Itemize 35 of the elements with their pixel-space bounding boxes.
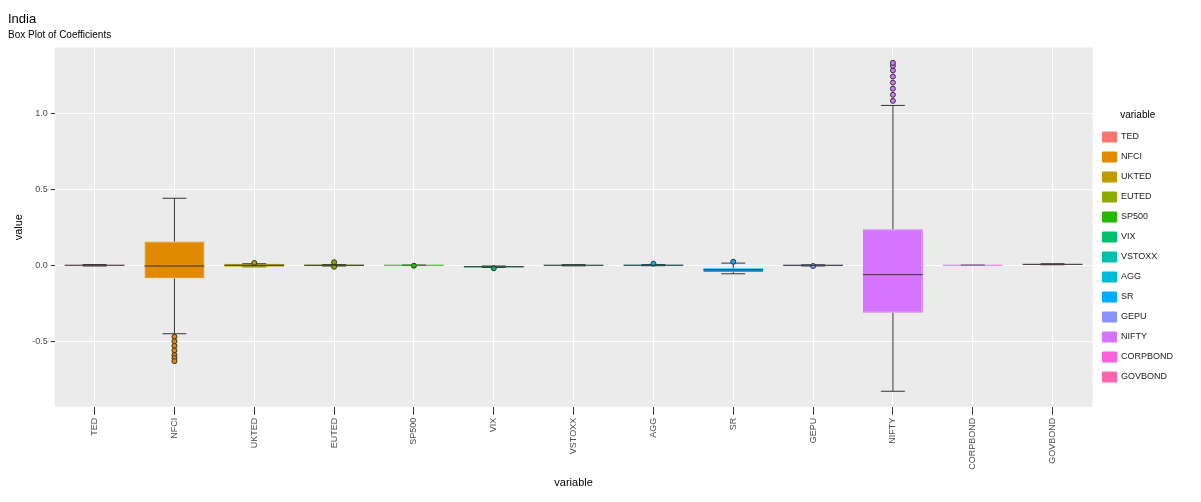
x-tick-label: SP500 [408,417,419,445]
legend-title: variable [1120,108,1156,120]
legend-label: GOVBOND [1121,371,1168,382]
x-tick-label: GEPU [807,417,818,444]
x-tick-label: TED [89,417,100,436]
legend-label: GEPU [1121,311,1147,322]
legend-label: SR [1121,291,1134,302]
legend-label: VSTOXX [1121,251,1158,262]
y-tick-label: 0.0 [35,259,48,270]
x-tick-label: SR [727,417,738,431]
legend-label: TED [1121,131,1140,142]
legend-label: NIFTY [1121,331,1147,342]
legend-label: VIX [1121,231,1136,242]
chart-title: India [8,11,37,27]
legend-label: AGG [1121,271,1142,282]
y-tick-label: 0.5 [35,183,48,194]
x-tick-label: GOVBOND [1047,417,1058,464]
legend-label: UKTED [1121,171,1152,182]
x-tick-label: EUTED [328,417,339,449]
x-tick-label: UKTED [248,417,259,449]
x-tick-label: AGG [647,417,658,438]
x-tick-label: VSTOXX [568,417,579,455]
legend-label: CORPBOND [1121,351,1174,362]
y-tick-label: 1.0 [35,107,48,118]
x-tick-label: CORPBOND [967,417,978,470]
x-tick-label: VIX [488,417,499,433]
legend-label: NFCI [1121,151,1142,162]
x-tick-label: NFCI [168,417,179,439]
x-axis-title: variable [554,476,593,489]
chart-subtitle: Box Plot of Coefficients [8,29,112,41]
x-tick-label: NIFTY [887,417,898,444]
y-tick-label: -0.5 [32,335,48,346]
legend-label: SP500 [1121,211,1149,222]
legend-label: EUTED [1121,191,1152,202]
y-axis-title: value [11,214,24,241]
